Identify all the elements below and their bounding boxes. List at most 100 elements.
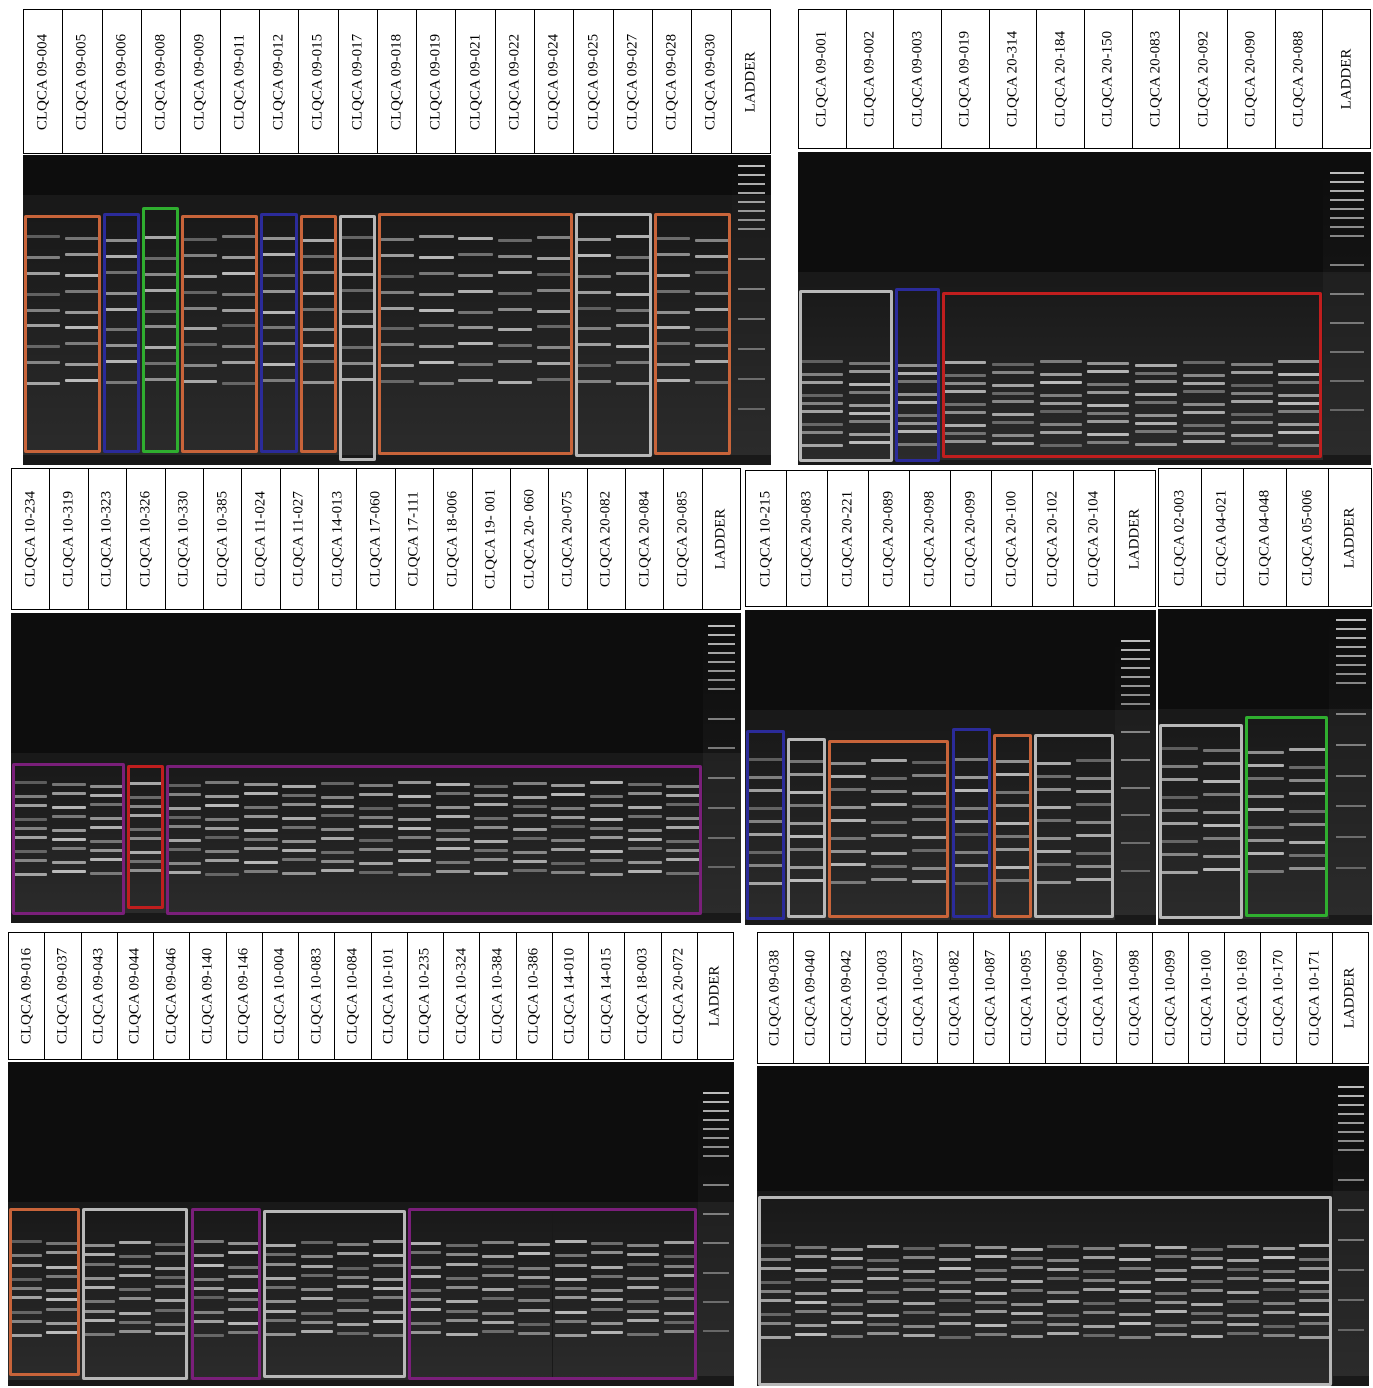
- dna-band: [1035, 863, 1072, 866]
- dna-band: [1155, 1292, 1187, 1295]
- gel-well-area: [798, 152, 1371, 272]
- dna-band: [1246, 808, 1284, 811]
- dna-band: [46, 1321, 79, 1325]
- lane-label-text: CLQCA 09-146: [235, 947, 252, 1045]
- dna-band: [1011, 1312, 1043, 1315]
- lane-group-box: [24, 215, 101, 453]
- dna-band: [627, 1244, 660, 1247]
- lane-group-box: [263, 1210, 407, 1378]
- dna-band: [576, 253, 612, 257]
- ladder-band: [1121, 703, 1150, 705]
- dna-band: [166, 871, 201, 874]
- dna-band: [551, 807, 585, 810]
- dna-band: [848, 433, 891, 436]
- ladder-band: [1121, 842, 1150, 845]
- dna-band: [445, 1276, 478, 1280]
- dna-band: [1011, 1335, 1043, 1338]
- lane-label-text: CLQCA 10-385: [214, 490, 231, 588]
- dna-band: [1182, 382, 1225, 385]
- ladder-lane: [697, 1092, 734, 1376]
- dna-band: [911, 867, 949, 870]
- dna-band: [551, 816, 585, 819]
- dna-band: [166, 848, 201, 851]
- lane-label-cell: CLQCA 20-075: [549, 469, 588, 609]
- dna-band: [222, 255, 257, 259]
- lane-label-cell: CLQCA 10-330: [166, 469, 204, 609]
- dna-band: [143, 309, 179, 313]
- dna-band: [119, 1320, 152, 1324]
- dna-band: [800, 431, 843, 434]
- sample-lane: [865, 1196, 901, 1384]
- dna-band: [1039, 410, 1082, 413]
- lane-label-cell: CLQCA 20-072: [662, 933, 698, 1059]
- lane-group-box: [942, 292, 1323, 458]
- dna-band: [944, 440, 987, 443]
- dna-band: [435, 792, 470, 795]
- dna-band: [829, 837, 866, 840]
- lane-label-cell: CLQCA 04-048: [1244, 469, 1287, 606]
- dna-band: [870, 834, 907, 837]
- dna-band: [25, 255, 60, 259]
- dna-band: [666, 826, 701, 829]
- dna-band: [1047, 1332, 1079, 1335]
- dna-band: [939, 1281, 971, 1284]
- dna-band: [282, 826, 317, 829]
- lane-label-text: CLQCA 10-003: [874, 949, 891, 1047]
- sample-lane: [829, 1196, 865, 1384]
- dna-band: [991, 384, 1034, 387]
- dna-band: [939, 1313, 971, 1316]
- dna-band: [518, 1332, 551, 1335]
- dna-band: [1227, 1314, 1259, 1317]
- dna-band: [474, 840, 509, 843]
- lane-label-text: CLQCA 09-140: [199, 947, 216, 1045]
- dna-band: [458, 289, 494, 293]
- dna-band: [512, 860, 547, 863]
- dna-band: [911, 836, 949, 839]
- dna-band: [747, 776, 784, 779]
- dna-band: [1246, 764, 1284, 767]
- lane-label-cell: CLQCA 10-319: [50, 469, 89, 609]
- dna-band: [119, 1311, 152, 1315]
- dna-band: [82, 1309, 115, 1313]
- sample-lane: [989, 282, 1037, 460]
- lane-label-cell: CLQCA 18-003: [625, 933, 662, 1059]
- lane-group-box: [575, 213, 652, 457]
- dna-band: [300, 1273, 333, 1277]
- dna-band: [590, 1331, 623, 1334]
- dna-band: [155, 1266, 188, 1270]
- dna-band: [800, 410, 843, 413]
- lane-label-text: CLQCA 09-008: [152, 33, 169, 130]
- dna-band: [10, 1277, 43, 1281]
- dna-band: [261, 252, 297, 256]
- dna-band: [694, 291, 730, 295]
- dna-band: [829, 806, 866, 809]
- dna-band: [300, 254, 336, 258]
- lane-label-row: CLQCA 09-001 CLQCA 09-002 CLQCA 09-003 CLQC…: [798, 9, 1371, 149]
- dna-band: [589, 818, 624, 821]
- dna-band: [551, 839, 585, 842]
- dna-band: [379, 343, 415, 347]
- dna-band: [205, 795, 240, 798]
- dna-band: [119, 1241, 152, 1244]
- sample-lane: [745, 725, 787, 920]
- ladder-band: [737, 288, 766, 290]
- lane-label-cell: CLQCA 09-046: [154, 933, 191, 1059]
- dna-band: [663, 1311, 696, 1315]
- dna-band: [663, 1273, 696, 1277]
- dna-band: [615, 361, 651, 365]
- ladder-band: [1330, 351, 1364, 353]
- dna-band: [51, 870, 86, 873]
- dna-band: [300, 381, 336, 384]
- dna-band: [155, 1252, 188, 1256]
- lane-group-box: [408, 1208, 697, 1380]
- dna-band: [994, 822, 1031, 825]
- dna-band: [1230, 363, 1273, 366]
- dna-band: [1263, 1288, 1295, 1291]
- sample-lane: [241, 763, 280, 913]
- sample-lane: [189, 1208, 226, 1380]
- dna-band: [261, 363, 297, 367]
- dna-band: [589, 850, 624, 853]
- sample-lane: [587, 763, 626, 913]
- dna-band: [800, 381, 843, 384]
- dna-band: [518, 1243, 551, 1246]
